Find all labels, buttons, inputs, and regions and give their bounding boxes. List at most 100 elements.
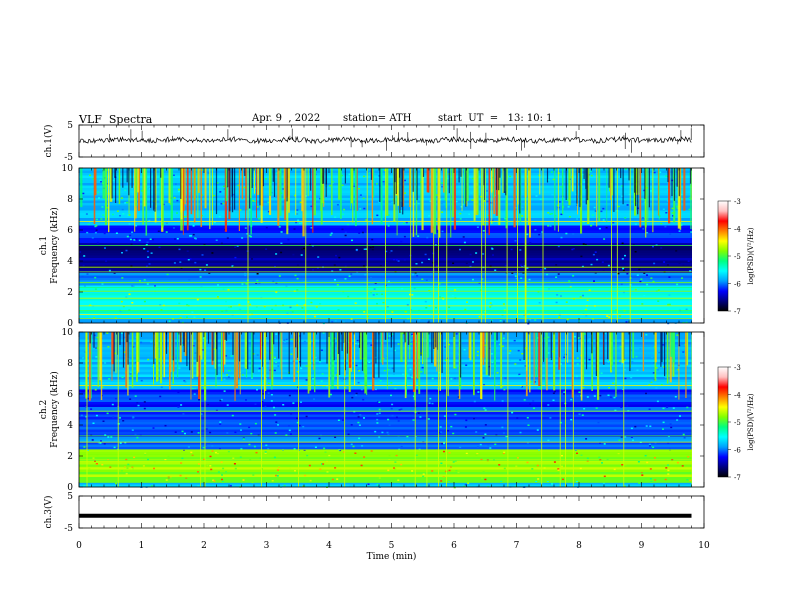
ch2-spectrogram-gap: [153, 332, 155, 365]
ch2-spectrogram-speckle: [664, 376, 667, 378]
ch2-spectrogram-sferic: [416, 332, 419, 379]
ch1-spectrogram-speckle: [370, 292, 372, 294]
ch1-spectrogram-gap: [259, 168, 261, 206]
ch1-spectrogram-gap: [422, 168, 425, 177]
ch1-spectrogram-speckle: [468, 213, 471, 215]
ch1-spectrogram-gap: [673, 168, 676, 201]
ch2-spectrogram-band: [79, 389, 692, 393]
ch1-spectrogram-speckle: [464, 308, 467, 311]
ch2-spectrogram-speckle: [476, 350, 479, 353]
ch2-spectrogram-sferic: [192, 332, 194, 379]
ch2-spectrogram-sferic: [426, 332, 429, 358]
ch2-spectrogram-speckle: [234, 467, 237, 470]
ch1-spectrogram-speckle: [174, 238, 176, 240]
ch1-spectrogram-speckle: [338, 256, 341, 259]
ch1-spectrogram-speckle: [552, 178, 555, 181]
ch1-spectrogram-sferic: [94, 168, 97, 196]
ch2-spectrogram-speckle: [585, 438, 588, 440]
ch1-spectrogram-speckle: [529, 242, 532, 244]
ch1-spectrogram-gap: [344, 168, 346, 184]
ch1-spectrogram-speckle: [244, 272, 247, 275]
ch1-spectrogram-sferic: [256, 168, 257, 218]
ch1-spectrogram-speckle: [376, 183, 378, 185]
ch2-spectrogram-speckle: [290, 353, 293, 355]
ch1-spectrogram-speckle: [403, 235, 406, 238]
ch2-spectrogram-speckle: [385, 357, 388, 359]
ch1-spectrogram-speckle: [586, 299, 589, 302]
ch2-spectrogram-sferic: [500, 332, 503, 389]
ch2-spectrogram-gap: [629, 332, 631, 372]
ch2-spectrogram-speckle: [241, 374, 244, 376]
ch1-spectrogram-speckle: [249, 303, 252, 306]
ch2-spectrogram-speckle: [613, 380, 616, 383]
ch1-spectrogram-speckle: [462, 203, 465, 206]
ch1-spectrogram-sferic: [529, 168, 531, 238]
ch1-spectrogram-speckle: [126, 235, 129, 238]
ch2-spectrogram-sferic: [434, 332, 437, 367]
ch2-spectrogram-sferic: [235, 332, 238, 389]
ch2-spectrogram-speckle: [608, 387, 611, 389]
ch1-spectrogram-speckle: [347, 223, 349, 226]
ch2-spectrogram-speckle: [387, 433, 390, 436]
ch2-spectrogram-gap: [661, 332, 663, 363]
ch1-spectrogram-speckle: [641, 198, 644, 200]
ch1-spectrogram-speckle: [274, 265, 276, 268]
ch2-spectrogram-speckle: [452, 432, 455, 435]
ch2-spectrogram-gap: [408, 332, 410, 345]
ch1-spectrogram-gap: [458, 168, 460, 183]
ch2-spectrogram-band: [79, 417, 692, 420]
ch2-spectrogram-gap: [89, 332, 91, 344]
ch2-spectrogram-speckle: [234, 431, 237, 434]
ch2-spectrogram-speckle: [97, 442, 100, 444]
ch1-spectrogram-speckle: [465, 219, 468, 221]
ch2-spectrogram-speckle: [82, 358, 85, 360]
ch2-spectrogram-speckle: [103, 443, 106, 445]
ch2-spectrogram-speckle: [273, 357, 276, 359]
ch2-spectrogram-speckle: [648, 383, 651, 386]
ch1-spectrogram-speckle: [146, 283, 149, 285]
ch1-spectrogram-speckle: [239, 308, 242, 311]
ch1-spectrogram-speckle: [174, 183, 177, 185]
ch1-spectrogram-gap: [180, 168, 182, 199]
ch2-spectrogram-speckle: [231, 414, 234, 417]
ch2-spectrogram-speckle: [439, 426, 442, 428]
ch1-spectrogram-speckle: [546, 273, 549, 276]
ch2-spectrogram-speckle: [440, 431, 443, 433]
ch2-spectrogram-gap: [341, 332, 343, 351]
ch2-spectrogram-speckle: [304, 474, 307, 477]
ch2-spectrogram-sferic: [615, 332, 617, 397]
ch1-spectrogram-speckle: [341, 228, 344, 231]
ch3-waveform-ytick-label: 5: [67, 492, 73, 502]
ch2-spectrogram-speckle: [283, 339, 286, 341]
ch1-spectrogram-speckle: [560, 186, 563, 188]
ch2-spectrogram-gap: [119, 332, 121, 345]
ch1-spectrogram-speckle: [192, 233, 195, 236]
ch2-spectrogram-speckle: [120, 332, 123, 334]
ch1-spectrogram-speckle: [404, 311, 407, 313]
ch2-spectrogram-speckle: [95, 414, 98, 417]
ch1-spectrogram-speckle: [589, 170, 592, 173]
ch1-spectrogram-speckle: [228, 306, 230, 308]
ch2-spectrogram-sferic: [159, 332, 163, 384]
ch2-spectrogram-sferic: [494, 332, 496, 371]
ch1-spectrogram-speckle: [291, 311, 294, 313]
ch2-spectrogram-speckle: [355, 392, 358, 395]
ch2-spectrogram-speckle: [464, 426, 467, 428]
ch1-spectrogram-speckle: [566, 318, 569, 321]
ch2-spectrogram-speckle: [667, 469, 670, 472]
ch2-spectrogram-speckle: [503, 388, 506, 391]
ch1-spectrogram-speckle: [289, 306, 292, 309]
ch1-spectrogram-speckle: [593, 206, 596, 209]
ch2-spectrogram-speckle: [465, 452, 468, 455]
ch2-spectrogram-speckle: [334, 467, 337, 469]
ch2-spectrogram-speckle: [223, 378, 226, 380]
ch1-spectrogram-speckle: [427, 321, 430, 324]
ch2-spectrogram-speckle: [207, 403, 210, 406]
ch2-spectrogram-speckle: [354, 452, 357, 454]
ch2-spectrogram-speckle: [479, 443, 482, 446]
ch1-spectrogram-speckle: [99, 179, 102, 181]
ch2-spectrogram-speckle: [624, 436, 627, 438]
ch1-spectrogram-speckle: [88, 222, 91, 224]
ch1-spectrogram-speckle: [205, 264, 208, 266]
ch2-spectrogram-speckle: [218, 364, 221, 366]
